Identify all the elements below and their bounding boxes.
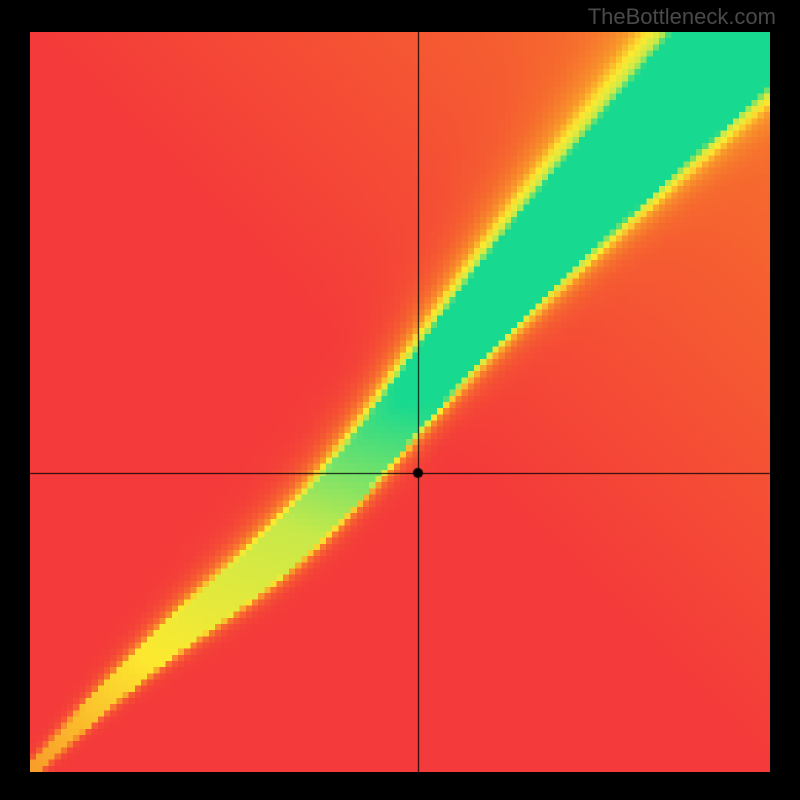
watermark-text: TheBottleneck.com <box>588 4 776 30</box>
crosshair-overlay <box>0 0 800 800</box>
chart-container: TheBottleneck.com <box>0 0 800 800</box>
